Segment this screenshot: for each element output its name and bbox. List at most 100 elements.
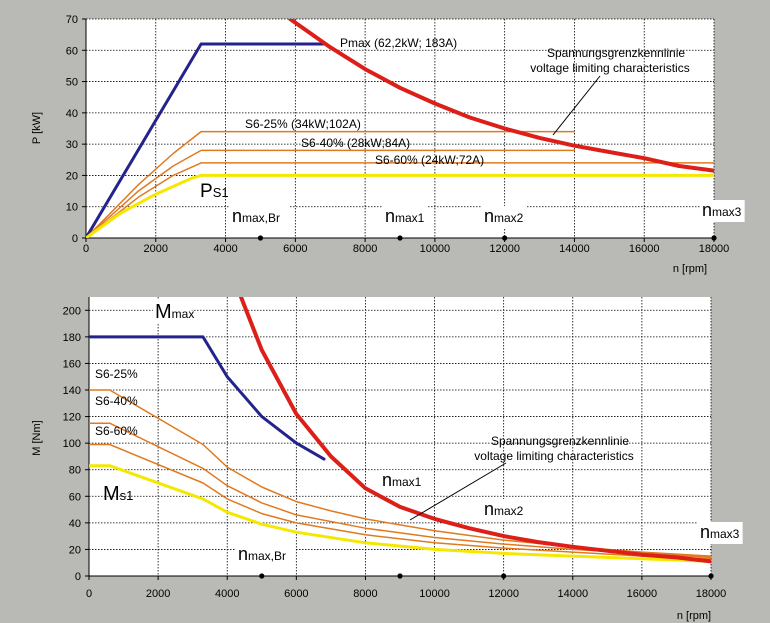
speed-marker-label-sub: max1 xyxy=(395,211,425,225)
x-tick-label: 18000 xyxy=(696,588,727,600)
label-ms1-sub: s1 xyxy=(120,488,134,503)
speed-marker-label-sub: max,Br xyxy=(248,549,286,563)
speed-marker-dot xyxy=(502,235,508,241)
y-tick-label: 80 xyxy=(69,465,81,477)
x-tick-label: 6000 xyxy=(284,588,308,600)
series-line-s6_60 xyxy=(86,162,714,238)
speed-marker-label-bg xyxy=(482,499,527,521)
y-axis-label: M [Nm] xyxy=(31,420,43,455)
label-ps1: PS1 xyxy=(200,181,229,202)
speed-marker-label-bg xyxy=(482,206,527,228)
label-s6-60: S6-60% xyxy=(95,424,138,438)
speed-marker-label: nmax2 xyxy=(482,499,527,521)
speed-marker-label-sub: max3 xyxy=(710,527,740,541)
x-tick-label: 12000 xyxy=(489,243,520,255)
speed-marker-label: nmax3 xyxy=(700,200,745,222)
y-tick-label: 20 xyxy=(69,544,81,556)
speed-marker-label-sub: max1 xyxy=(392,475,422,489)
speed-marker-label-text: nmax,Br xyxy=(238,544,286,564)
power-chart: 0 2000 4000 6000 8000 10000 12000 14000 16000 180… xyxy=(31,14,745,275)
torque-chart: 0 2000 4000 6000 8000 10000 12000 14000 16000 180… xyxy=(31,297,743,622)
x-tick-label: 8000 xyxy=(353,588,377,600)
series-line-voltage_limit xyxy=(288,19,714,173)
speed-marker-label-sub: max3 xyxy=(712,205,742,219)
speed-marker-dot xyxy=(397,235,403,241)
label-s6-25: S6-25% (34kW;102A) xyxy=(245,117,361,131)
label-ms1: Ms1 xyxy=(103,483,133,505)
series-group xyxy=(86,19,714,238)
x-tick-label: 2000 xyxy=(146,588,170,600)
speed-marker-label-text: nmax3 xyxy=(700,522,740,542)
label-voltage-de: Spannungsgrenzkennlinie xyxy=(491,434,629,448)
label-mmax-text: Mmax xyxy=(155,301,194,323)
series-line-ms1 xyxy=(89,464,711,563)
x-tick-label: 8000 xyxy=(353,243,377,255)
y-tick-label: 140 xyxy=(63,385,81,397)
x-tick-label: 0 xyxy=(86,588,92,600)
plot-area xyxy=(86,19,714,238)
label-s6-25: S6-25% xyxy=(95,367,138,381)
label-mmax-sub: max xyxy=(172,307,195,321)
y-tick-label: 60 xyxy=(66,45,78,57)
speed-marker-dot xyxy=(257,235,264,241)
speed-marker-label-text: nmax1 xyxy=(385,206,425,226)
speed-marker-label-bg xyxy=(380,470,425,492)
y-tick-label: 60 xyxy=(69,491,81,503)
label-ps1-sub: S1 xyxy=(213,185,229,200)
speed-marker-dot xyxy=(711,235,717,241)
speed-marker-label: nmax3 xyxy=(698,522,743,544)
voltage-pointer-line xyxy=(552,75,601,136)
speed-marker-label: nmax,Br xyxy=(236,544,295,566)
y-tick-label: 40 xyxy=(69,518,81,530)
label-ms1-text: Ms1 xyxy=(103,483,133,505)
label-mmax: Mmax xyxy=(153,300,194,324)
x-tick-label: 16000 xyxy=(627,588,658,600)
series-group xyxy=(89,297,711,564)
x-tick-label: 10000 xyxy=(420,243,451,255)
x-axis-label: n [rpm] xyxy=(673,263,707,275)
label-pmax: Pmax (62,2kW; 183A) xyxy=(340,36,457,50)
voltage-pointer-line xyxy=(409,462,507,521)
speed-marker-dot xyxy=(708,573,714,579)
speed-marker-label: nmax1 xyxy=(380,470,425,492)
label-ps1-text: PS1 xyxy=(200,181,229,202)
speed-marker-label-bg xyxy=(698,522,743,544)
y-tick-label: 0 xyxy=(75,571,81,583)
speed-marker-dot xyxy=(501,573,507,579)
speed-marker-label: nmax,Br xyxy=(230,206,289,228)
x-tick-label: 6000 xyxy=(283,243,307,255)
label-s6-40: S6-40% (28kW;84A) xyxy=(301,136,410,150)
x-tick-label: 4000 xyxy=(213,243,237,255)
series-line-mmax xyxy=(89,335,326,461)
speed-marker-label: nmax1 xyxy=(383,206,428,228)
x-tick-label: 2000 xyxy=(144,243,168,255)
speed-marker-label-bg xyxy=(383,206,428,228)
speed-marker-label-text: nmax1 xyxy=(382,470,422,490)
series-line-pmax xyxy=(86,42,325,238)
x-tick-label: 10000 xyxy=(419,588,450,600)
x-tick-label: 16000 xyxy=(629,243,660,255)
x-tick-label: 14000 xyxy=(559,243,590,255)
label-mmax-bg xyxy=(153,300,192,324)
speed-marker-label-bg xyxy=(700,200,745,222)
x-tick-label: 14000 xyxy=(557,588,588,600)
y-tick-label: 30 xyxy=(66,139,78,151)
speed-marker-label: nmax2 xyxy=(482,206,527,228)
y-tick-label: 200 xyxy=(63,305,81,317)
x-tick-label: 0 xyxy=(83,243,89,255)
series-line-ps1 xyxy=(86,173,714,238)
speed-marker-label-bg xyxy=(236,544,295,566)
x-axis-label: n [rpm] xyxy=(677,610,711,622)
y-tick-label: 120 xyxy=(63,412,81,424)
y-tick-label: 40 xyxy=(66,108,78,120)
speed-marker-label-text: nmax2 xyxy=(484,206,524,226)
series-line-s6_40 xyxy=(86,149,576,238)
label-voltage-de: Spannungsgrenzkennlinie xyxy=(547,46,685,60)
label-s6-60: S6-60% (24kW;72A) xyxy=(375,153,484,167)
label-s6-40: S6-40% xyxy=(95,394,138,408)
series-line-s6_25 xyxy=(86,130,576,238)
y-tick-label: 50 xyxy=(66,77,78,89)
speed-marker-label-sub: max2 xyxy=(494,211,524,225)
plot-area xyxy=(89,297,711,576)
